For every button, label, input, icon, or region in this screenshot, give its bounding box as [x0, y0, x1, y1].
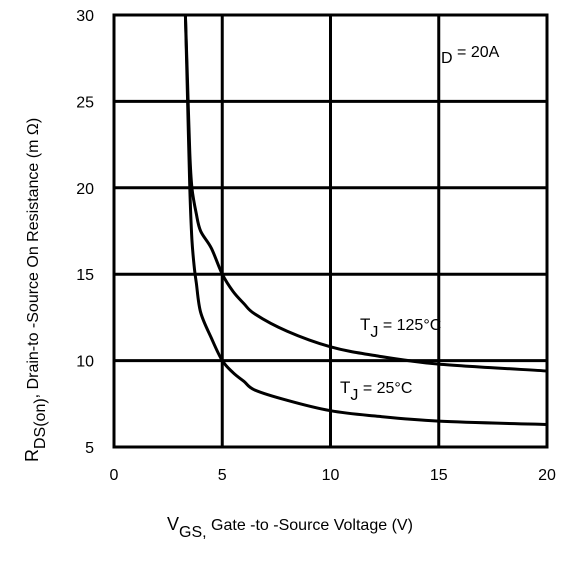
series-125-label-main: T [360, 315, 370, 334]
x-tick-label: 15 [430, 467, 448, 484]
x-tick-label: 10 [322, 467, 340, 484]
series-25-label-main: T [340, 378, 350, 397]
x-tick-label: 5 [218, 467, 227, 484]
y-axis-title-rest: , Drain-to -Source On Resistance (m Ω) [25, 118, 42, 398]
y-axis-title: RDS(on), Drain-to -Source On Resistance … [22, 118, 49, 462]
y-tick-label: 30 [76, 8, 94, 25]
x-axis-title-sub: GS, [179, 524, 207, 541]
y-tick-label: 5 [85, 440, 94, 457]
condition-label-sub: D [441, 50, 453, 67]
x-axis-title-main: V [167, 514, 179, 534]
series-25-label-rest: = 25°C [358, 380, 412, 397]
y-tick-label: 15 [76, 267, 94, 284]
y-tick-label: 20 [76, 181, 94, 198]
series-125-label: TJ = 125°C [360, 315, 441, 341]
series-25-label-sub: J [350, 387, 358, 404]
y-tick-label: 10 [76, 354, 94, 371]
series-25-label: TJ = 25°C [340, 378, 412, 404]
curves [183, 14, 548, 426]
series-125-label-rest: = 125°C [378, 317, 441, 334]
y-tick-labels: 5 10 15 20 25 30 [76, 8, 94, 457]
y-tick-label: 25 [76, 94, 94, 111]
x-tick-labels: 0 5 10 15 20 [110, 467, 556, 484]
series-125-label-sub: J [370, 324, 378, 341]
x-axis-title: VGS, Gate -to -Source Voltage (V) [167, 514, 413, 541]
series-line-tj25 [183, 14, 548, 426]
plot-frame [112, 13, 549, 449]
x-tick-label: 0 [110, 467, 119, 484]
y-axis-title-sub: DS(on) [32, 398, 49, 449]
condition-label-rest: = 20A [453, 44, 500, 61]
grid [114, 15, 547, 447]
condition-label-main: I [436, 41, 441, 61]
y-axis-title-main: R [22, 449, 42, 462]
x-axis-title-rest: Gate -to -Source Voltage (V) [207, 517, 413, 534]
condition-label: ID = 20A [436, 41, 500, 67]
x-tick-label: 20 [538, 467, 556, 484]
